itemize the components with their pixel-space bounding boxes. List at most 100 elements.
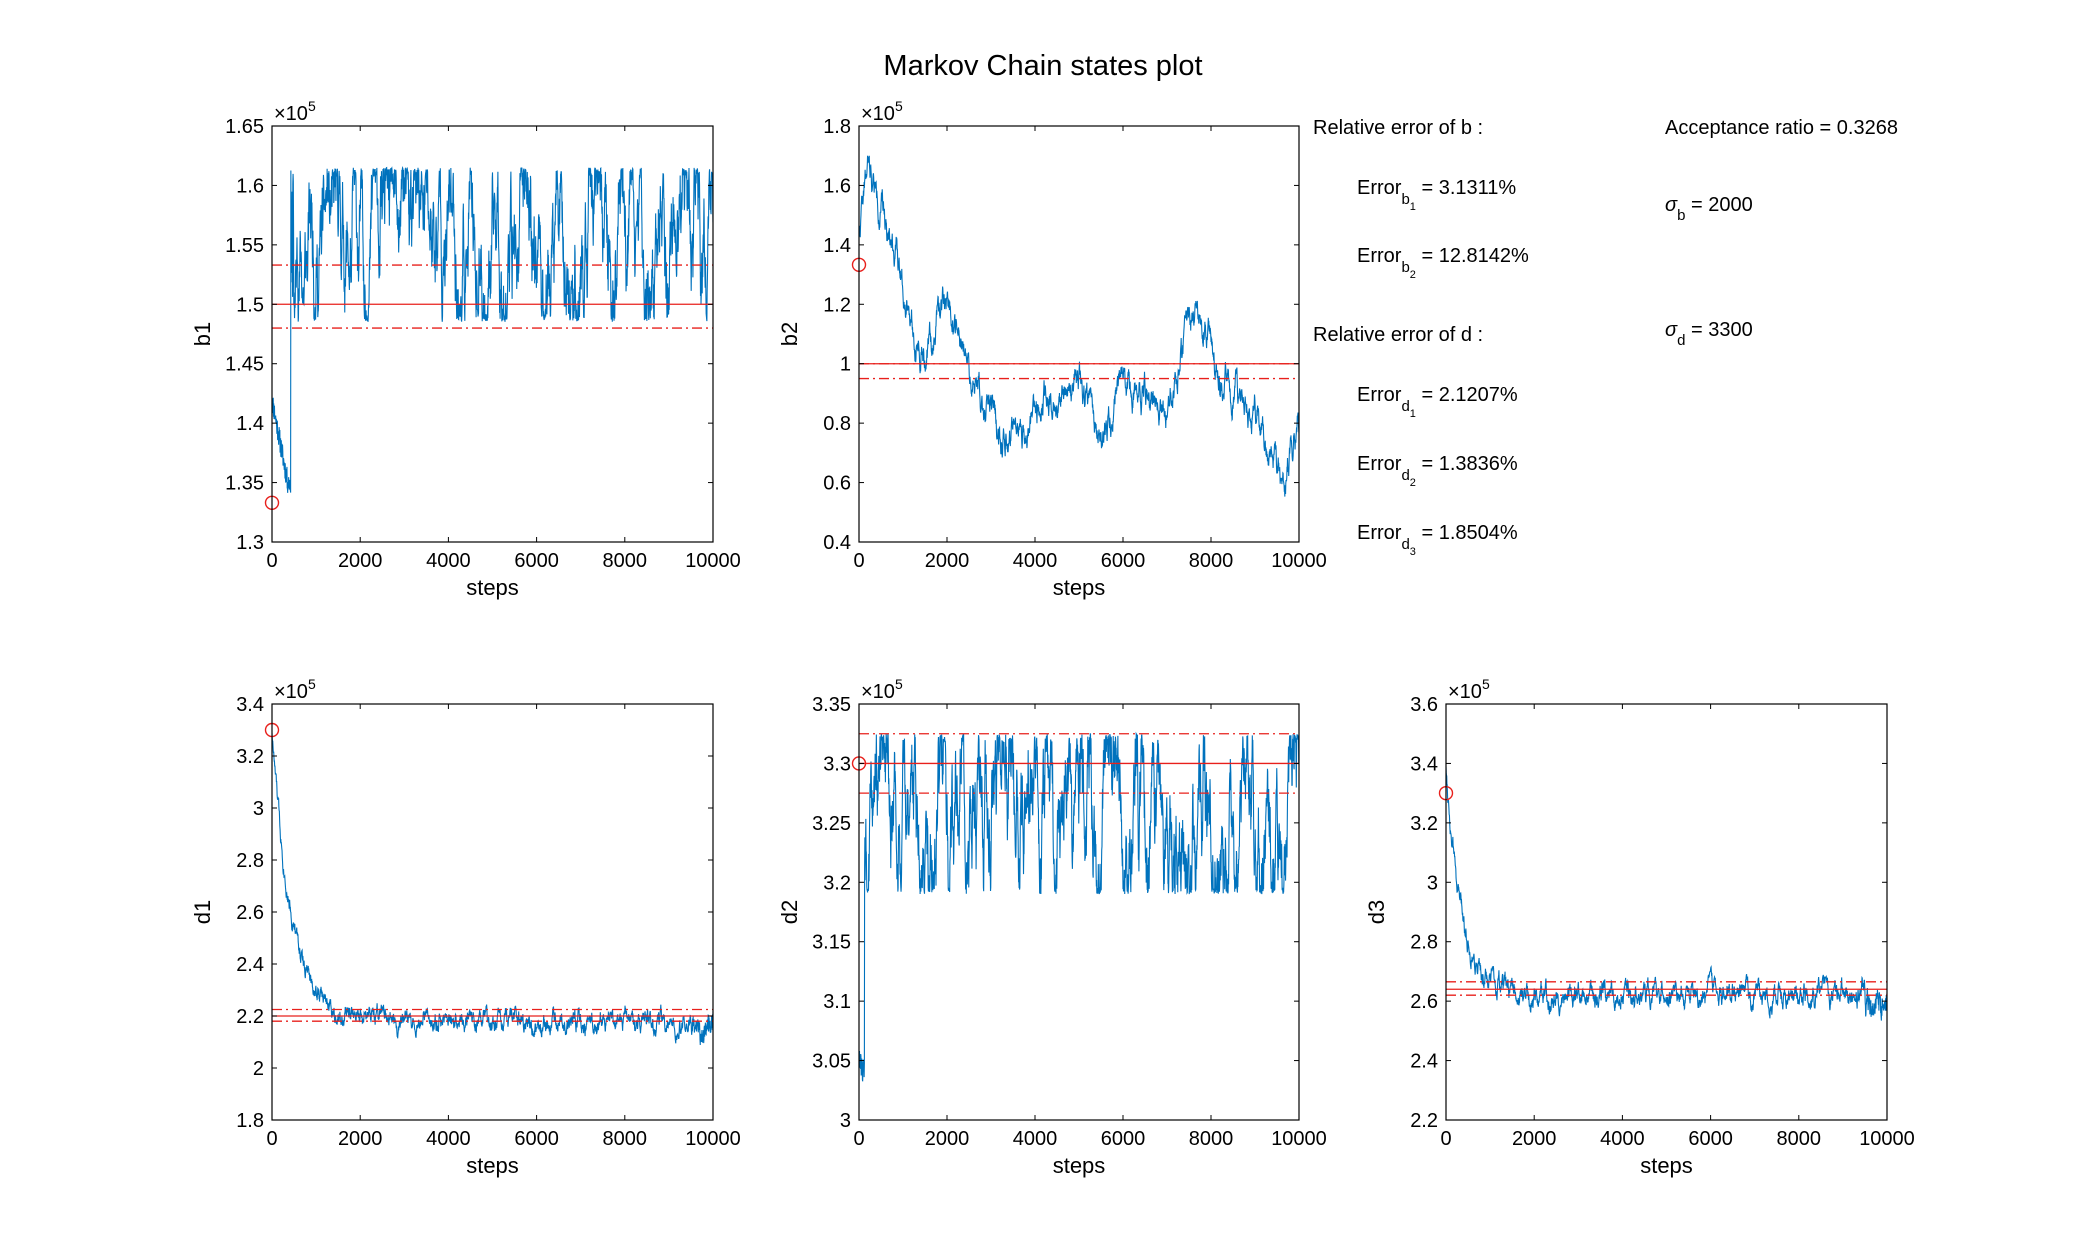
y-axis-label: d1	[190, 900, 215, 924]
x-tick-label: 10000	[1859, 1128, 1915, 1150]
subplot-d1: 0 2000 4000 6000 8000 10000 1.8 2 2.2 2.4 2.6 2.8 3 3…	[190, 676, 741, 1178]
y-axis-label: b1	[190, 322, 215, 346]
y-tick-label: 2	[253, 1058, 264, 1080]
x-tick-label: 0	[853, 1128, 864, 1150]
x-tick-label: 4000	[1013, 550, 1058, 572]
y-tick-label: 1.65	[225, 116, 264, 138]
y-exponent-label: ×105	[274, 676, 316, 703]
x-axis-label: steps	[1053, 575, 1106, 600]
y-tick-label: 0.4	[823, 532, 851, 554]
y-tick-label: 3.2	[1410, 813, 1438, 835]
y-tick-label: 1.6	[236, 175, 264, 197]
x-tick-label: 2000	[338, 1128, 383, 1150]
x-tick-label: 0	[266, 550, 277, 572]
error-value: = 1.3836%	[1416, 453, 1518, 475]
axes-frame	[858, 703, 1300, 1121]
error-word: Error	[1357, 453, 1402, 475]
y-tick-label: 1.35	[225, 473, 264, 495]
y-exponent-label: ×105	[274, 98, 316, 125]
x-tick-label: 8000	[603, 550, 648, 572]
error-word: Error	[1357, 177, 1402, 199]
x-tick-label: 6000	[1101, 550, 1146, 572]
series-line-b2	[859, 155, 1299, 497]
error-value: = 1.8504%	[1416, 522, 1518, 544]
subplot-b2: 0 2000 4000 6000 8000 10000 0.4 0.6 0.8 1 1.2 1.4 1.…	[777, 98, 1327, 600]
error-sub: d	[1401, 536, 1409, 553]
d-error-header: Relative error of d :	[1313, 324, 1483, 346]
error-word: Error	[1357, 245, 1402, 267]
y-tick-label: 3.2	[823, 872, 851, 894]
error-d2-label: Errord2 = 1.3836%	[1357, 453, 1518, 489]
subplot-d2: 0 2000 4000 6000 8000 10000 3 3.05 3.1 3.15 3.2 3.2…	[777, 676, 1327, 1178]
error-value: = 12.8142%	[1416, 245, 1529, 267]
y-exponent-label: ×105	[1448, 676, 1490, 703]
y-exponent-label: ×105	[861, 98, 903, 125]
sigma-sub: b	[1677, 207, 1685, 224]
y-tick-label: 2.4	[236, 954, 264, 976]
x-tick-label: 4000	[1600, 1128, 1645, 1150]
y-tick-label: 3	[1427, 872, 1438, 894]
sigma-b-label: σb = 2000	[1665, 194, 1753, 224]
subplot-d3: 0 2000 4000 6000 8000 10000 2.2 2.4 2.6 2.8 3 3.2 3.…	[1364, 676, 1915, 1178]
y-tick-label: 3.35	[812, 694, 851, 716]
y-tick-label: 2.2	[1410, 1110, 1438, 1132]
x-tick-label: 0	[1440, 1128, 1451, 1150]
sigma-d-label: σd = 3300	[1665, 319, 1753, 349]
x-tick-label: 10000	[685, 550, 741, 572]
error-sub: d	[1401, 467, 1409, 484]
y-tick-label: 2.6	[1410, 991, 1438, 1013]
y-tick-label: 1.8	[236, 1110, 264, 1132]
axes-frame	[271, 703, 714, 1121]
error-value: = 2.1207%	[1416, 384, 1518, 406]
error-d1-label: Errord1 = 2.1207%	[1357, 384, 1518, 420]
y-tick-label: 2.4	[1410, 1051, 1438, 1073]
y-tick-label: 3.4	[1410, 753, 1438, 775]
x-tick-label: 0	[853, 550, 864, 572]
y-tick-label: 1.4	[236, 413, 264, 435]
y-axis-label: d2	[777, 900, 802, 924]
x-tick-label: 10000	[1271, 550, 1327, 572]
y-tick-label: 3.1	[823, 991, 851, 1013]
error-b2-label: Errorb2 = 12.8142%	[1357, 245, 1529, 281]
series-line-d1	[272, 732, 713, 1046]
axes-frame	[858, 125, 1300, 543]
y-tick-label: 1.5	[236, 294, 264, 316]
y-tick-label: 0.6	[823, 473, 851, 495]
y-tick-label: 3.3	[823, 753, 851, 775]
x-tick-label: 6000	[514, 550, 559, 572]
sigma-value: = 3300	[1685, 319, 1752, 341]
error-b1-label: Errorb1 = 3.1311%	[1357, 177, 1516, 213]
y-tick-label: 0.8	[823, 413, 851, 435]
axes-frame	[271, 125, 714, 543]
y-tick-label: 1.3	[236, 532, 264, 554]
error-word: Error	[1357, 522, 1402, 544]
x-tick-label: 2000	[1512, 1128, 1557, 1150]
x-tick-label: 10000	[685, 1128, 741, 1150]
x-tick-label: 2000	[338, 550, 383, 572]
error-sub: b	[1401, 259, 1409, 276]
y-tick-label: 1.8	[823, 116, 851, 138]
x-tick-label: 0	[266, 1128, 277, 1150]
x-tick-label: 10000	[1271, 1128, 1327, 1150]
x-tick-label: 4000	[426, 1128, 471, 1150]
x-tick-label: 6000	[1101, 1128, 1146, 1150]
axes-frame	[1445, 703, 1888, 1121]
error-sub: d	[1401, 398, 1409, 415]
y-tick-label: 3.15	[812, 932, 851, 954]
x-tick-label: 6000	[1688, 1128, 1733, 1150]
y-tick-label: 2.8	[236, 850, 264, 872]
subplot-grid: 0 2000 4000 6000 8000 100001.31.351.41.451.51…	[190, 98, 1915, 1178]
y-tick-label: 3	[253, 798, 264, 820]
x-tick-label: 6000	[514, 1128, 559, 1150]
y-axis-label: d3	[1364, 900, 1389, 924]
x-axis-label: steps	[1640, 1153, 1693, 1178]
sigma-value: = 2000	[1685, 194, 1752, 216]
series-line-d3	[1446, 766, 1887, 1021]
x-tick-label: 8000	[603, 1128, 648, 1150]
y-exponent-label: ×105	[861, 676, 903, 703]
x-tick-label: 2000	[925, 550, 970, 572]
error-subsub: 2	[1410, 477, 1416, 489]
error-word: Error	[1357, 384, 1402, 406]
x-axis-label: steps	[466, 575, 519, 600]
